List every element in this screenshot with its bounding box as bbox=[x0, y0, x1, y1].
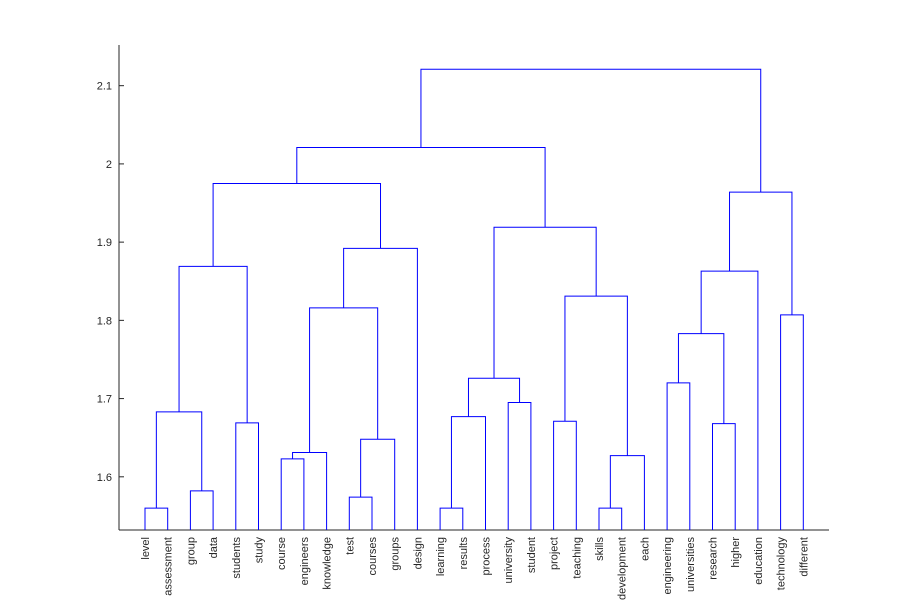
dendrogram-link bbox=[700, 270, 759, 530]
dendrogram-link bbox=[292, 452, 328, 530]
leaf-label: each bbox=[639, 537, 651, 561]
y-tick-label: 1.9 bbox=[97, 237, 112, 249]
leaf-label: groups bbox=[390, 537, 402, 571]
dendrogram-link bbox=[712, 423, 736, 530]
leaf-label: technology bbox=[776, 537, 788, 591]
y-tick-label: 2 bbox=[106, 159, 112, 171]
dendrogram-link bbox=[507, 401, 532, 530]
leaf-label: data bbox=[208, 536, 220, 558]
axes bbox=[118, 45, 829, 531]
dendrogram-link bbox=[296, 146, 546, 228]
dendrogram-link bbox=[155, 411, 203, 509]
leaf-label: development bbox=[617, 537, 629, 600]
dendrogram-link bbox=[343, 247, 418, 530]
dendrogram-link bbox=[598, 507, 623, 530]
leaf-label: level bbox=[140, 537, 152, 560]
dendrogram-link bbox=[467, 377, 521, 417]
y-tick-label: 1.7 bbox=[97, 394, 112, 406]
dendrogram-link bbox=[144, 507, 169, 530]
dendrogram-link bbox=[360, 438, 396, 530]
leaf-label: knowledge bbox=[322, 537, 334, 590]
dendrogram-link bbox=[212, 182, 382, 267]
dendrogram-link bbox=[189, 490, 214, 530]
dendrogram-link bbox=[348, 496, 373, 530]
leaf-label: university bbox=[503, 537, 515, 584]
leaf-label: process bbox=[481, 537, 493, 576]
leaf-label: students bbox=[231, 537, 243, 579]
leaf-label: engineering bbox=[662, 537, 674, 595]
leaf-label: courses bbox=[367, 537, 379, 576]
leaf-label: course bbox=[276, 537, 288, 570]
dendrogram-link bbox=[493, 226, 597, 379]
leaf-label: assessment bbox=[163, 537, 175, 596]
dendrogram-link bbox=[235, 422, 259, 530]
leaf-label: group bbox=[185, 537, 197, 565]
y-ticks: 1.6 1.7 1.8 1.9 2 2.1 bbox=[97, 81, 124, 484]
dendrogram-link bbox=[280, 458, 305, 530]
leaf-labels: level assessment group data students study cou… bbox=[140, 536, 810, 600]
leaf-label: research bbox=[708, 537, 720, 580]
y-tick-label: 2.1 bbox=[97, 81, 112, 93]
dendrogram-link bbox=[564, 295, 628, 456]
leaf-label: learning bbox=[435, 537, 447, 576]
dendrogram-link bbox=[439, 507, 464, 530]
dendrogram-link bbox=[450, 416, 486, 530]
leaf-label: skills bbox=[594, 537, 606, 561]
leaf-label: higher bbox=[730, 537, 742, 568]
leaf-label: different bbox=[798, 537, 810, 577]
leaf-label: engineers bbox=[299, 537, 311, 586]
leaf-label: project bbox=[549, 537, 561, 570]
dendrogram-link bbox=[729, 191, 793, 315]
y-tick-label: 1.6 bbox=[97, 472, 112, 484]
dendrogram-link bbox=[420, 68, 762, 193]
leaf-label: student bbox=[526, 537, 538, 573]
dendrogram-link bbox=[178, 265, 248, 423]
leaf-label: test bbox=[344, 537, 356, 555]
leaf-label: study bbox=[254, 537, 266, 564]
leaf-label: education bbox=[753, 537, 765, 585]
dendrogram-link bbox=[677, 333, 725, 424]
y-tick-label: 1.8 bbox=[97, 315, 112, 327]
dendrogram-link bbox=[309, 307, 379, 453]
dendrogram-link bbox=[609, 455, 645, 530]
leaf-label: teaching bbox=[571, 537, 583, 579]
leaf-label: universities bbox=[685, 537, 697, 593]
dendrogram-link bbox=[666, 382, 691, 530]
dendrogram-link bbox=[553, 420, 577, 530]
leaf-label: results bbox=[458, 537, 470, 570]
dendrogram-link bbox=[780, 314, 804, 530]
dendrogram-links bbox=[144, 68, 804, 530]
leaf-label: design bbox=[412, 537, 424, 569]
